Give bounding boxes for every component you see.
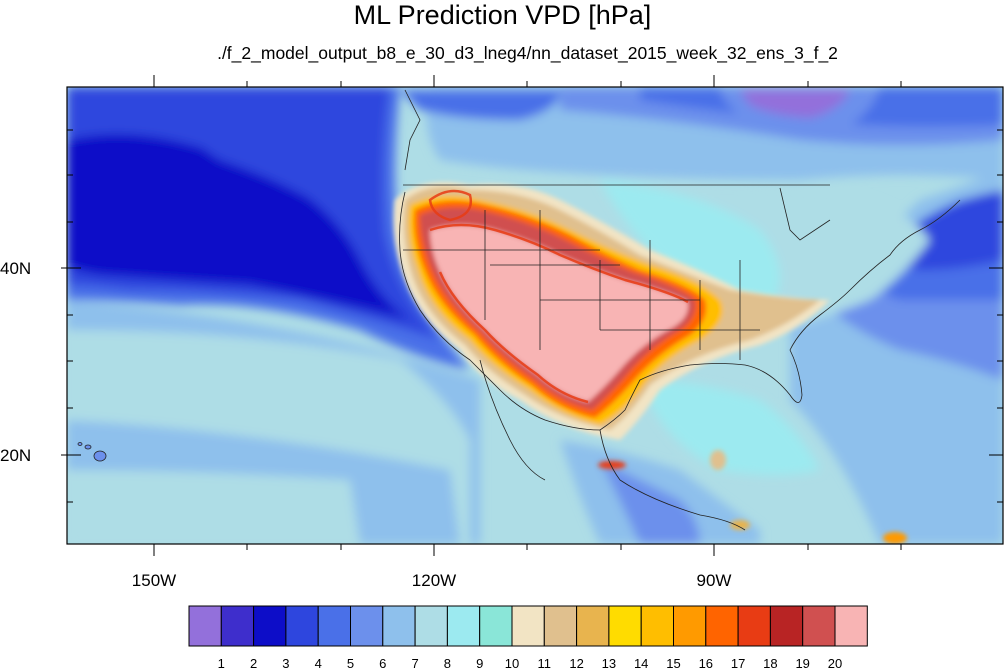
colorbar-tick-label: 16 (699, 656, 713, 671)
colorbar-swatch (414, 605, 448, 647)
colorbar-swatch (640, 605, 675, 647)
colorbar-swatch (673, 605, 707, 647)
colorbar-swatch (317, 605, 352, 647)
colorbar-tick-label: 17 (731, 656, 745, 671)
hawaii-islands (77, 442, 107, 462)
colorbar-tick-label: 11 (538, 656, 552, 671)
colorbar-tick-label: 6 (379, 656, 386, 671)
colorbar-tick-label: 10 (505, 656, 519, 671)
colorbar-swatch (479, 605, 513, 647)
plot-title: ML Prediction VPD [hPa] (353, 0, 652, 30)
colorbar-swatch (769, 605, 804, 647)
colorbar: 1 2 3 4 5 6 7 8 9 10 11 12 13 14 15 16 17 18 19 20 (188, 605, 868, 671)
colorbar-swatch (802, 605, 836, 647)
colorbar-tick-label: 18 (763, 656, 777, 671)
colorbar-swatch (285, 605, 319, 647)
colorbar-swatch (350, 605, 384, 647)
colorbar-swatch (543, 605, 578, 647)
colorbar-swatch (737, 605, 771, 647)
colorbar-tick-label: 5 (347, 656, 354, 671)
colorbar-tick-label: 14 (634, 656, 648, 671)
lon-label-90w: 90W (697, 571, 732, 590)
colorbar-tick-label: 19 (795, 656, 809, 671)
colorbar-tick-label: 12 (569, 656, 583, 671)
colorbar-swatch (511, 605, 545, 647)
colorbar-swatch (188, 605, 222, 647)
colorbar-tick-label: 7 (411, 656, 418, 671)
colorbar-tick-label: 1 (218, 656, 225, 671)
colorbar-tick-label: 8 (444, 656, 451, 671)
colorbar-swatch (705, 605, 739, 647)
lat-label-20n: 20N (0, 446, 31, 465)
colorbar-swatch (446, 605, 481, 647)
axis-ticks (61, 75, 1003, 556)
colorbar-swatch (576, 605, 610, 647)
colorbar-tick-label: 15 (666, 656, 680, 671)
colorbar-tick-label: 3 (282, 656, 289, 671)
colorbar-tick-label: 9 (476, 656, 483, 671)
colorbar-swatch (382, 605, 416, 647)
colorbar-tick-label: 4 (315, 656, 322, 671)
lon-label-120w: 120W (412, 571, 456, 590)
lat-label-40n: 40N (0, 259, 31, 278)
plot-subtitle: ./f_2_model_output_b8_e_30_d3_lneg4/nn_d… (217, 43, 838, 63)
colorbar-swatch (834, 605, 868, 647)
colorbar-swatch (220, 605, 255, 647)
colorbar-swatch (608, 605, 642, 647)
colorbar-tick-label: 2 (250, 656, 257, 671)
colorbar-tick-label: 13 (602, 656, 616, 671)
lon-label-150w: 150W (132, 571, 176, 590)
vpd-field (67, 87, 1003, 544)
colorbar-swatch (253, 605, 287, 647)
colorbar-tick-label: 20 (828, 656, 842, 671)
